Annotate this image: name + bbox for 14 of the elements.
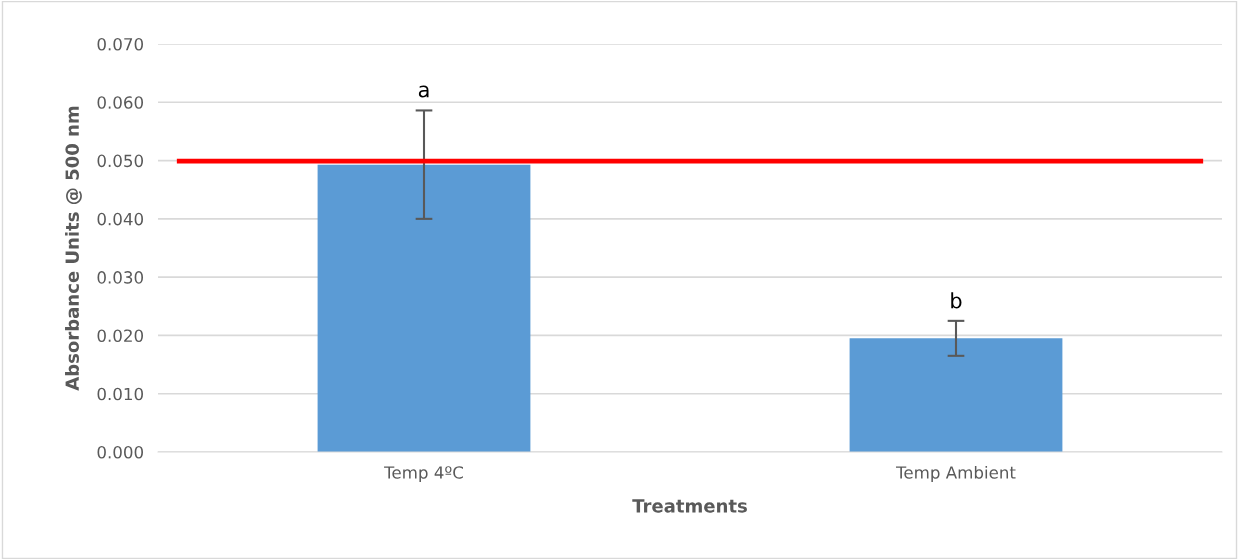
y-tick-label: 0.020: [97, 329, 143, 342]
x-tick-label: Temp 4ºC: [384, 466, 463, 483]
y-tick-label: 0.030: [97, 271, 143, 284]
y-tick-label: 0.050: [97, 154, 143, 168]
x-axis-title: Treatments: [632, 499, 747, 513]
y-tick-label: 0.010: [97, 387, 143, 401]
annotation: a: [418, 85, 429, 98]
annotation: b: [951, 292, 962, 309]
y-tick-label: 0.060: [97, 96, 143, 109]
y-tick-label: 0.040: [97, 212, 143, 226]
y-axis-title: Absorbance Units @ 500 nm: [65, 106, 82, 391]
y-tick-label: 0.070: [97, 37, 143, 51]
y-tick-label: 0.000: [97, 445, 143, 459]
x-tick-label: Temp Ambient: [895, 465, 1016, 483]
